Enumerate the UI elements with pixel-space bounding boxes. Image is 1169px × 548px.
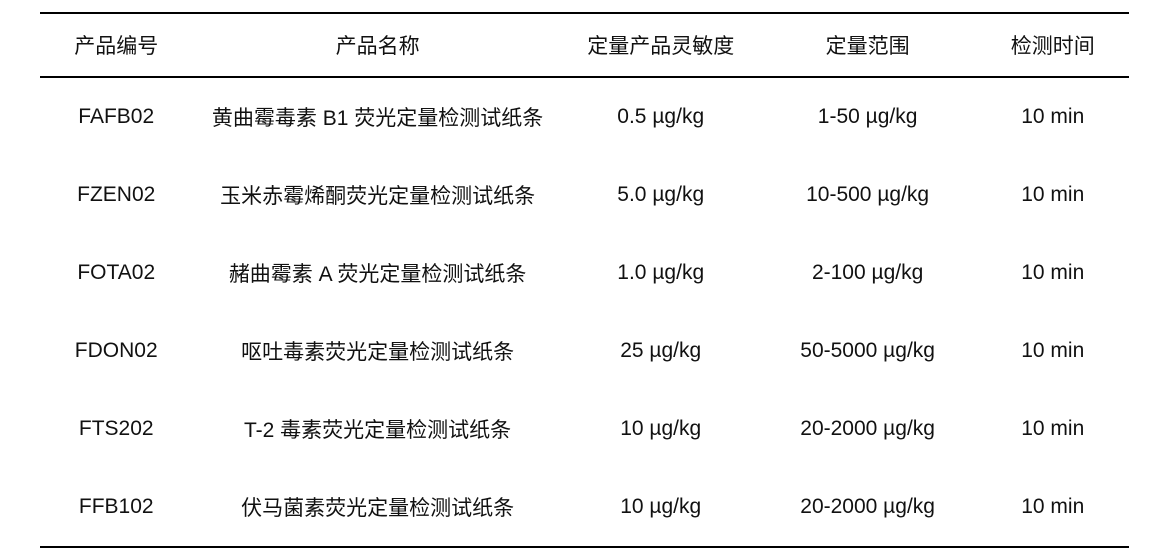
cell-name: 伏马菌素荧光定量检测试纸条 (192, 468, 562, 547)
cell-name: T-2 毒素荧光定量检测试纸条 (192, 390, 562, 468)
col-header-name: 产品名称 (192, 13, 562, 77)
cell-sensitivity: 25 µg/kg (563, 312, 759, 390)
cell-code: FAFB02 (40, 77, 192, 156)
cell-name: 呕吐毒素荧光定量检测试纸条 (192, 312, 562, 390)
table-row: FFB102 伏马菌素荧光定量检测试纸条 10 µg/kg 20-2000 µg… (40, 468, 1129, 547)
table-row: FZEN02 玉米赤霉烯酮荧光定量检测试纸条 5.0 µg/kg 10-500 … (40, 156, 1129, 234)
table-row: FAFB02 黄曲霉毒素 B1 荧光定量检测试纸条 0.5 µg/kg 1-50… (40, 77, 1129, 156)
table-header-row: 产品编号 产品名称 定量产品灵敏度 定量范围 检测时间 (40, 13, 1129, 77)
cell-name: 玉米赤霉烯酮荧光定量检测试纸条 (192, 156, 562, 234)
cell-time: 10 min (977, 77, 1129, 156)
cell-range: 1-50 µg/kg (759, 77, 977, 156)
cell-range: 10-500 µg/kg (759, 156, 977, 234)
cell-code: FZEN02 (40, 156, 192, 234)
cell-range: 50-5000 µg/kg (759, 312, 977, 390)
col-header-range: 定量范围 (759, 13, 977, 77)
products-table: 产品编号 产品名称 定量产品灵敏度 定量范围 检测时间 FAFB02 黄曲霉毒素… (40, 12, 1129, 548)
table-row: FOTA02 赭曲霉素 A 荧光定量检测试纸条 1.0 µg/kg 2-100 … (40, 234, 1129, 312)
cell-code: FOTA02 (40, 234, 192, 312)
cell-name: 黄曲霉毒素 B1 荧光定量检测试纸条 (192, 77, 562, 156)
cell-range: 2-100 µg/kg (759, 234, 977, 312)
cell-code: FDON02 (40, 312, 192, 390)
cell-sensitivity: 10 µg/kg (563, 468, 759, 547)
cell-code: FFB102 (40, 468, 192, 547)
cell-name: 赭曲霉素 A 荧光定量检测试纸条 (192, 234, 562, 312)
cell-sensitivity: 5.0 µg/kg (563, 156, 759, 234)
cell-time: 10 min (977, 390, 1129, 468)
col-header-sensitivity: 定量产品灵敏度 (563, 13, 759, 77)
table-row: FDON02 呕吐毒素荧光定量检测试纸条 25 µg/kg 50-5000 µg… (40, 312, 1129, 390)
cell-range: 20-2000 µg/kg (759, 390, 977, 468)
table-container: 产品编号 产品名称 定量产品灵敏度 定量范围 检测时间 FAFB02 黄曲霉毒素… (0, 0, 1169, 521)
cell-time: 10 min (977, 156, 1129, 234)
cell-code: FTS202 (40, 390, 192, 468)
cell-sensitivity: 10 µg/kg (563, 390, 759, 468)
cell-sensitivity: 0.5 µg/kg (563, 77, 759, 156)
table-row: FTS202 T-2 毒素荧光定量检测试纸条 10 µg/kg 20-2000 … (40, 390, 1129, 468)
cell-time: 10 min (977, 312, 1129, 390)
col-header-time: 检测时间 (977, 13, 1129, 77)
col-header-code: 产品编号 (40, 13, 192, 77)
cell-time: 10 min (977, 468, 1129, 547)
cell-time: 10 min (977, 234, 1129, 312)
cell-sensitivity: 1.0 µg/kg (563, 234, 759, 312)
cell-range: 20-2000 µg/kg (759, 468, 977, 547)
